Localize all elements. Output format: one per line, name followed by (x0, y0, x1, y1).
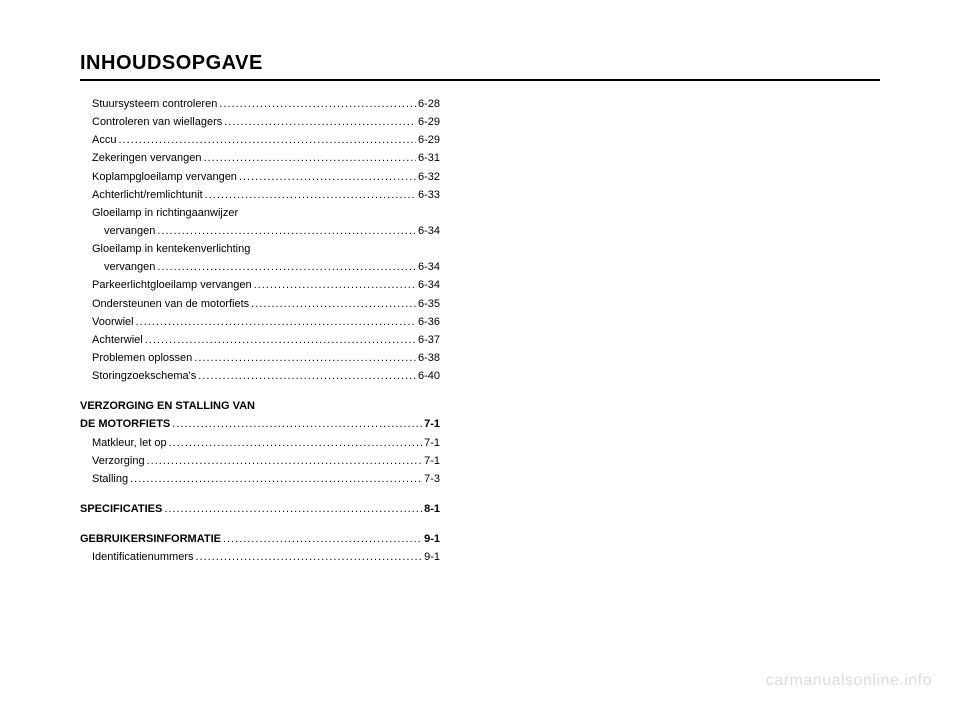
toc-entry-label: Gloeilamp in richtingaanwijzer (92, 204, 238, 222)
toc-entry-page: 6-31 (418, 149, 440, 167)
toc-entry: Achterlicht/remlichtunit 6-33 (80, 186, 440, 204)
toc-entry-label: Identificatienummers (92, 548, 194, 566)
toc-entry-page: 6-33 (418, 186, 440, 204)
toc-entry-label: GEBRUIKERSINFORMATIE (80, 530, 221, 548)
toc-leader (172, 415, 422, 433)
toc-entry: Parkeerlichtgloeilamp vervangen 6-34 (80, 276, 440, 294)
toc-entry: Achterwiel 6-37 (80, 331, 440, 349)
toc-leader (239, 168, 416, 186)
watermark: carmanualsonline.info (766, 672, 932, 690)
toc-leader (251, 295, 416, 313)
toc-entry: Ondersteunen van de motorfiets 6-35 (80, 295, 440, 313)
toc-entry: Stalling 7-3 (80, 470, 440, 488)
toc-leader (254, 276, 416, 294)
toc-entry: Storingzoekschema's 6-40 (80, 367, 440, 385)
toc-entry: Koplampgloeilamp vervangen 6-32 (80, 168, 440, 186)
toc-entry-label: Achterlicht/remlichtunit (92, 186, 203, 204)
toc-entry: Voorwiel 6-36 (80, 313, 440, 331)
toc-leader (147, 452, 423, 470)
toc-entry-label: SPECIFICATIES (80, 500, 162, 518)
toc-leader (196, 548, 423, 566)
toc-entry-page: 8-1 (424, 500, 440, 518)
toc-entry-label: Achterwiel (92, 331, 143, 349)
toc-entry-label: VERZORGING EN STALLING VAN (80, 397, 255, 415)
toc-entry-label: Verzorging (92, 452, 145, 470)
toc-gap (80, 385, 440, 397)
toc-gap (80, 488, 440, 500)
toc-leader (164, 500, 422, 518)
toc-entry-page: 6-38 (418, 349, 440, 367)
toc-entry-page: 6-40 (418, 367, 440, 385)
toc-entry: Verzorging 7-1 (80, 452, 440, 470)
toc-leader (203, 149, 416, 167)
toc-entry-page: 7-3 (424, 470, 440, 488)
toc-entry-page: 6-37 (418, 331, 440, 349)
toc-entry-page: 6-28 (418, 95, 440, 113)
toc-entry-label: Stalling (92, 470, 128, 488)
toc-column: Stuursysteem controleren6-28Controleren … (80, 95, 440, 566)
toc-leader (130, 470, 422, 488)
toc-leader (118, 131, 416, 149)
toc-entry-page: 6-34 (418, 276, 440, 294)
toc-entry-page: 6-34 (418, 222, 440, 240)
toc-leader (157, 222, 416, 240)
toc-entry: Problemen oplossen 6-38 (80, 349, 440, 367)
toc-leader (205, 186, 416, 204)
toc-entry-page: 7-1 (424, 452, 440, 470)
toc-entry: Gloeilamp in kentekenverlichting (80, 240, 440, 258)
toc-leader (219, 95, 416, 113)
toc-entry: Stuursysteem controleren 6-28 (80, 95, 440, 113)
toc-entry-label: Accu (92, 131, 116, 149)
toc-entry-page: 9-1 (424, 548, 440, 566)
toc-entry: vervangen 6-34 (80, 222, 440, 240)
toc-entry: vervangen 6-34 (80, 258, 440, 276)
toc-leader (223, 530, 422, 548)
toc-entry-label: Storingzoekschema's (92, 367, 196, 385)
toc-entry: GEBRUIKERSINFORMATIE 9-1 (80, 530, 440, 548)
toc-leader (157, 258, 416, 276)
toc-entry: DE MOTORFIETS 7-1 (80, 415, 440, 433)
toc-leader (224, 113, 416, 131)
toc-entry-label: Controleren van wiellagers (92, 113, 222, 131)
toc-entry-page: 6-36 (418, 313, 440, 331)
toc-entry-label: Voorwiel (92, 313, 134, 331)
toc-entry: SPECIFICATIES 8-1 (80, 500, 440, 518)
toc-entry-label: Problemen oplossen (92, 349, 192, 367)
toc-entry-label: Ondersteunen van de motorfiets (92, 295, 249, 313)
toc-entry: Zekeringen vervangen 6-31 (80, 149, 440, 167)
toc-entry-label: Gloeilamp in kentekenverlichting (92, 240, 250, 258)
toc-leader (198, 367, 416, 385)
toc-leader (136, 313, 416, 331)
toc-entry-label: vervangen (104, 222, 155, 240)
toc-entry-page: 6-29 (418, 131, 440, 149)
title-rule (80, 79, 880, 81)
toc-entry-label: DE MOTORFIETS (80, 415, 170, 433)
toc-entry-label: Koplampgloeilamp vervangen (92, 168, 237, 186)
toc-entry-page: 6-32 (418, 168, 440, 186)
toc-entry-page: 6-29 (418, 113, 440, 131)
toc-leader (169, 434, 423, 452)
toc-entry-label: Parkeerlichtgloeilamp vervangen (92, 276, 252, 294)
toc-entry-page: 6-35 (418, 295, 440, 313)
toc-entry: Identificatienummers 9-1 (80, 548, 440, 566)
toc-entry-label: Zekeringen vervangen (92, 149, 201, 167)
toc-entry: Accu 6-29 (80, 131, 440, 149)
toc-entry-page: 6-34 (418, 258, 440, 276)
toc-entry-label: Matkleur, let op (92, 434, 167, 452)
toc-entry: VERZORGING EN STALLING VAN (80, 397, 440, 415)
toc-gap (80, 518, 440, 530)
toc-entry-label: vervangen (104, 258, 155, 276)
toc-leader (194, 349, 416, 367)
page-title: INHOUDSOPGAVE (80, 52, 880, 75)
toc-entry: Matkleur, let op 7-1 (80, 434, 440, 452)
toc-entry-page: 9-1 (424, 530, 440, 548)
toc-entry-page: 7-1 (424, 434, 440, 452)
toc-entry-page: 7-1 (424, 415, 440, 433)
toc-entry: Controleren van wiellagers 6-29 (80, 113, 440, 131)
toc-leader (145, 331, 416, 349)
document-page: INHOUDSOPGAVE Stuursysteem controleren 6-… (0, 0, 960, 712)
toc-entry: Gloeilamp in richtingaanwijzer (80, 204, 440, 222)
toc-entry-label: Stuursysteem controleren (92, 95, 217, 113)
